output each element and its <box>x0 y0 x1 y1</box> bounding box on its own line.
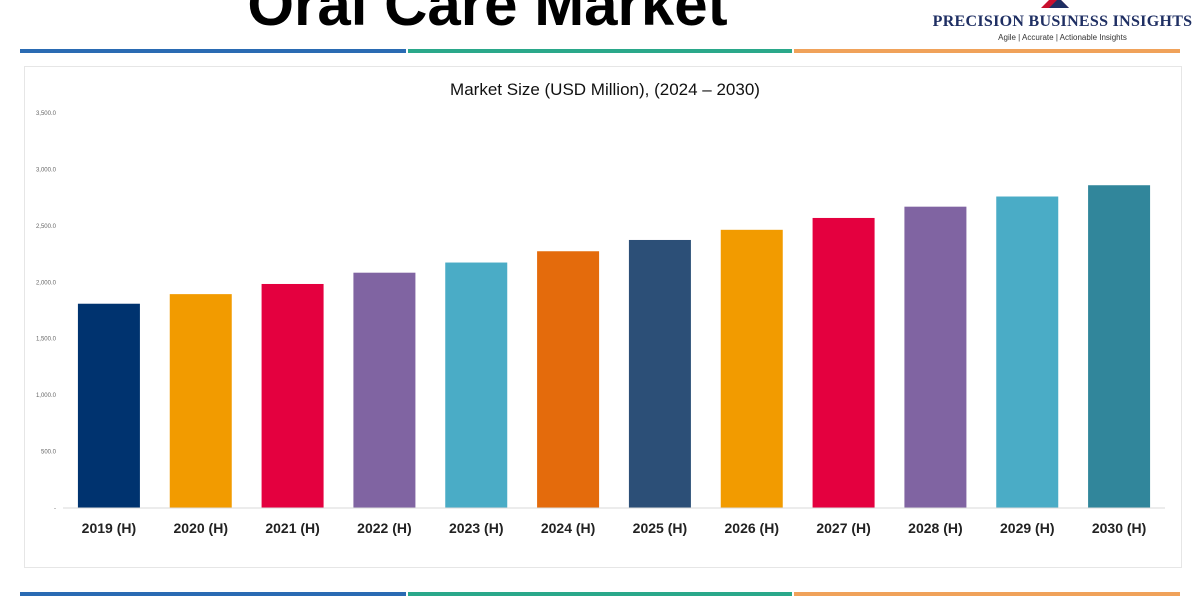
x-tick-label: 2030 (H) <box>1092 520 1146 536</box>
page-title: Oral Care Market <box>247 0 728 38</box>
x-tick-label: 2020 (H) <box>174 520 228 536</box>
chart-panel: Market Size (USD Million), (2024 – 2030)… <box>24 66 1182 568</box>
top-stripe-orange <box>794 49 1180 53</box>
y-tick-label: 2,500.0 <box>36 224 57 230</box>
logo-emblem-icon <box>1041 0 1069 8</box>
top-stripe-blue <box>20 49 406 53</box>
y-tick-label: - <box>54 506 56 512</box>
x-tick-label: 2029 (H) <box>1000 520 1054 536</box>
logo-name: PRECISION BUSINESS INSIGHTS <box>932 13 1193 30</box>
bar-chart: Market Size (USD Million), (2024 – 2030)… <box>36 80 1165 536</box>
bar-2020 (H) <box>169 294 232 508</box>
y-tick-label: 1,000.0 <box>36 393 57 399</box>
bottom-stripe-orange <box>794 592 1180 596</box>
x-axis-labels: 2019 (H) 2020 (H) 2021 (H) 2022 (H) 2023 (H)… <box>82 520 1147 536</box>
bar-2023 (H) <box>445 262 508 508</box>
y-axis: - 500.0 1,000.0 1,500.0 2,000.0 2,500.0 3,000.… <box>36 111 57 512</box>
x-tick-label: 2022 (H) <box>357 520 411 536</box>
x-tick-label: 2026 (H) <box>725 520 779 536</box>
x-tick-label: 2027 (H) <box>816 520 870 536</box>
x-tick-label: 2024 (H) <box>541 520 595 536</box>
bar-2029 (H) <box>996 196 1059 508</box>
bar-2022 (H) <box>353 272 416 508</box>
bar-2028 (H) <box>904 206 967 508</box>
chart-title: Market Size (USD Million), (2024 – 2030) <box>450 80 760 99</box>
bar-series <box>77 185 1151 509</box>
y-tick-label: 1,500.0 <box>36 337 57 343</box>
logo-tagline: Agile | Accurate | Actionable Insights <box>998 33 1127 42</box>
bottom-stripe-blue <box>20 592 406 596</box>
y-tick-label: 500.0 <box>41 450 57 456</box>
bar-2024 (H) <box>537 251 600 508</box>
bar-2027 (H) <box>812 217 875 508</box>
x-tick-label: 2025 (H) <box>633 520 687 536</box>
bar-2030 (H) <box>1088 185 1151 508</box>
y-tick-label: 2,000.0 <box>36 280 57 286</box>
y-tick-label: 3,000.0 <box>36 167 57 173</box>
bottom-stripe-green <box>408 592 792 596</box>
y-tick-label: 3,500.0 <box>36 111 57 117</box>
x-tick-label: 2023 (H) <box>449 520 503 536</box>
x-tick-label: 2028 (H) <box>908 520 962 536</box>
bar-2019 (H) <box>77 303 140 508</box>
x-tick-label: 2019 (H) <box>82 520 136 536</box>
x-tick-label: 2021 (H) <box>265 520 319 536</box>
bar-2021 (H) <box>261 283 324 508</box>
bar-2026 (H) <box>720 229 783 509</box>
bar-2025 (H) <box>628 239 691 508</box>
top-stripe-green <box>408 49 792 53</box>
brand-logo: PRECISION BUSINESS INSIGHTS Agile | Accu… <box>925 0 1200 48</box>
